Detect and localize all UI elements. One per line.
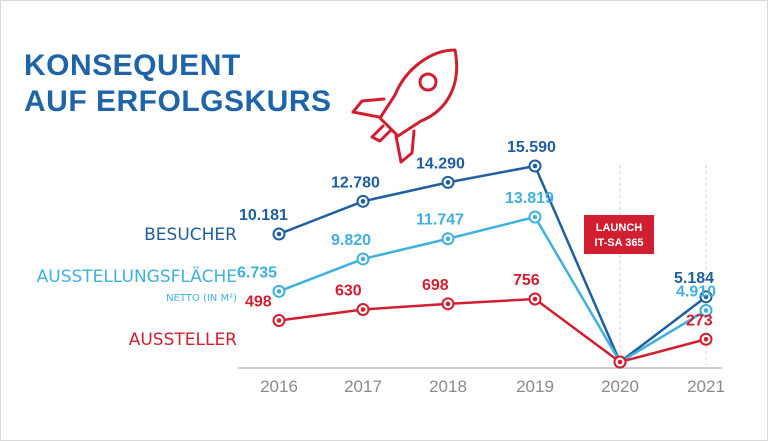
data-label-besucher: 5.184 <box>674 270 714 287</box>
launch-text-line-1: LAUNCH <box>596 222 642 234</box>
data-label-flaeche: 4.910 <box>676 283 716 300</box>
series-line-besucher <box>278 164 707 364</box>
data-label-aussteller: 630 <box>335 283 362 300</box>
x-tick-label: 2017 <box>344 377 382 396</box>
title-line-1: KONSEQUENT <box>24 49 241 82</box>
data-point-dot-aussteller <box>617 359 623 365</box>
data-point-dot-besucher <box>445 180 451 185</box>
series-label-besucher: BESUCHER <box>144 225 237 245</box>
data-point-dot-besucher <box>276 231 282 237</box>
series-layer: 10.181 12.780 14.290 15.590 5.184 6.735 9.820 1… <box>237 139 716 369</box>
series-sublabel-flaeche: NETTO (IN M²) <box>166 293 237 304</box>
x-tick-label: 2016 <box>260 377 298 396</box>
data-point-dot-aussteller <box>532 296 538 302</box>
data-label-besucher: 10.181 <box>239 207 288 224</box>
launch-annotation: LAUNCH IT-SA 365 <box>584 215 654 254</box>
data-point-dot-flaeche <box>360 256 366 262</box>
data-point-dot-besucher <box>703 294 709 300</box>
data-point-dot-aussteller <box>445 301 451 307</box>
page-title: KONSEQUENT AUF ERFOLGSKURS <box>24 48 332 120</box>
series-label-aussteller: AUSSTELLER <box>129 330 237 350</box>
data-label-besucher: 14.290 <box>416 155 465 172</box>
data-point-dot-flaeche <box>445 236 451 242</box>
x-tick-label: 2021 <box>687 377 725 396</box>
series-label-flaeche: AUSSTELLUNGSFLÄCHE <box>37 266 237 287</box>
x-tick-label: 2019 <box>516 377 554 396</box>
data-point-dot-flaeche <box>703 308 709 313</box>
data-point-dot-aussteller <box>703 336 709 342</box>
data-label-aussteller: 273 <box>686 312 713 329</box>
x-tick-labels: 2016 2017 2018 2019 2020 2021 <box>260 377 725 396</box>
title-line-2: AUF ERFOLGSKURS <box>24 85 332 118</box>
launch-text-line-2: IT-SA 365 <box>594 237 643 249</box>
x-tick-label: 2020 <box>601 377 639 396</box>
launch-badge <box>584 215 654 254</box>
data-point-dot-besucher <box>360 199 366 204</box>
data-label-aussteller: 698 <box>422 277 449 294</box>
data-label-flaeche: 11.747 <box>416 212 464 229</box>
data-point-dot-aussteller <box>360 307 366 312</box>
data-point-dot-besucher <box>532 163 538 169</box>
data-point-dot-flaeche <box>532 214 538 220</box>
data-label-besucher: 15.590 <box>507 139 556 156</box>
series-line-flaeche <box>278 215 707 364</box>
data-label-aussteller: 498 <box>245 294 272 311</box>
rocket-icon <box>351 48 459 164</box>
data-label-flaeche: 13.819 <box>505 190 554 207</box>
data-point-dot-aussteller <box>276 318 282 323</box>
series-line-aussteller <box>278 297 707 364</box>
data-label-besucher: 12.780 <box>331 174 380 191</box>
data-point-dot-flaeche <box>276 289 282 294</box>
x-tick-label: 2018 <box>429 377 467 396</box>
data-label-flaeche: 6.735 <box>237 264 277 281</box>
data-label-aussteller: 756 <box>513 272 540 289</box>
data-label-flaeche: 9.820 <box>331 232 371 249</box>
